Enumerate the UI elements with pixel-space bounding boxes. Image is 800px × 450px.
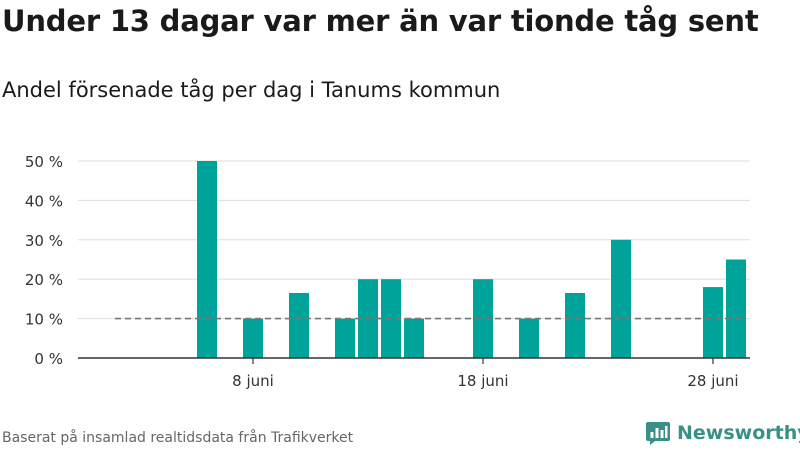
brand-logo: Newsworthy bbox=[645, 420, 800, 446]
bar bbox=[565, 292, 585, 358]
y-tick-label: 40 % bbox=[25, 192, 63, 210]
chart-subtitle: Andel försenade tåg per dag i Tanums kom… bbox=[2, 78, 501, 102]
axis-layer: 0 % 10 % 20 % 30 % 40 % 50 % 8 juni 18 juni 28 j… bbox=[25, 153, 750, 390]
y-tick-label: 30 % bbox=[25, 232, 63, 250]
source-note: Baserat på insamlad realtidsdata från Tr… bbox=[2, 430, 354, 446]
y-tick-label: 20 % bbox=[25, 271, 63, 289]
y-tick-label: 50 % bbox=[25, 153, 63, 171]
bar bbox=[197, 161, 217, 358]
chart-title: Under 13 dagar var mer än var tionde tåg… bbox=[2, 4, 759, 38]
bars-layer bbox=[197, 161, 746, 358]
x-tick-label: 18 juni bbox=[457, 372, 508, 390]
x-tick-label: 8 juni bbox=[232, 372, 274, 390]
bar bbox=[611, 239, 631, 358]
y-tick-label: 10 % bbox=[25, 311, 63, 329]
y-tick-label: 0 % bbox=[34, 350, 63, 368]
bar-chart-logo-icon bbox=[646, 422, 670, 445]
bar-chart: 0 % 10 % 20 % 30 % 40 % 50 % 8 juni 18 juni 28 j… bbox=[25, 153, 750, 390]
bar bbox=[289, 292, 309, 358]
bar bbox=[473, 279, 493, 358]
bar bbox=[519, 318, 539, 358]
bar bbox=[404, 318, 424, 358]
bar bbox=[335, 318, 355, 358]
bar bbox=[726, 259, 746, 358]
bar bbox=[703, 287, 723, 358]
bar bbox=[243, 318, 263, 358]
grid-layer bbox=[78, 160, 750, 320]
brand-name: Newsworthy bbox=[677, 422, 800, 444]
x-tick-label: 28 juni bbox=[687, 372, 738, 390]
